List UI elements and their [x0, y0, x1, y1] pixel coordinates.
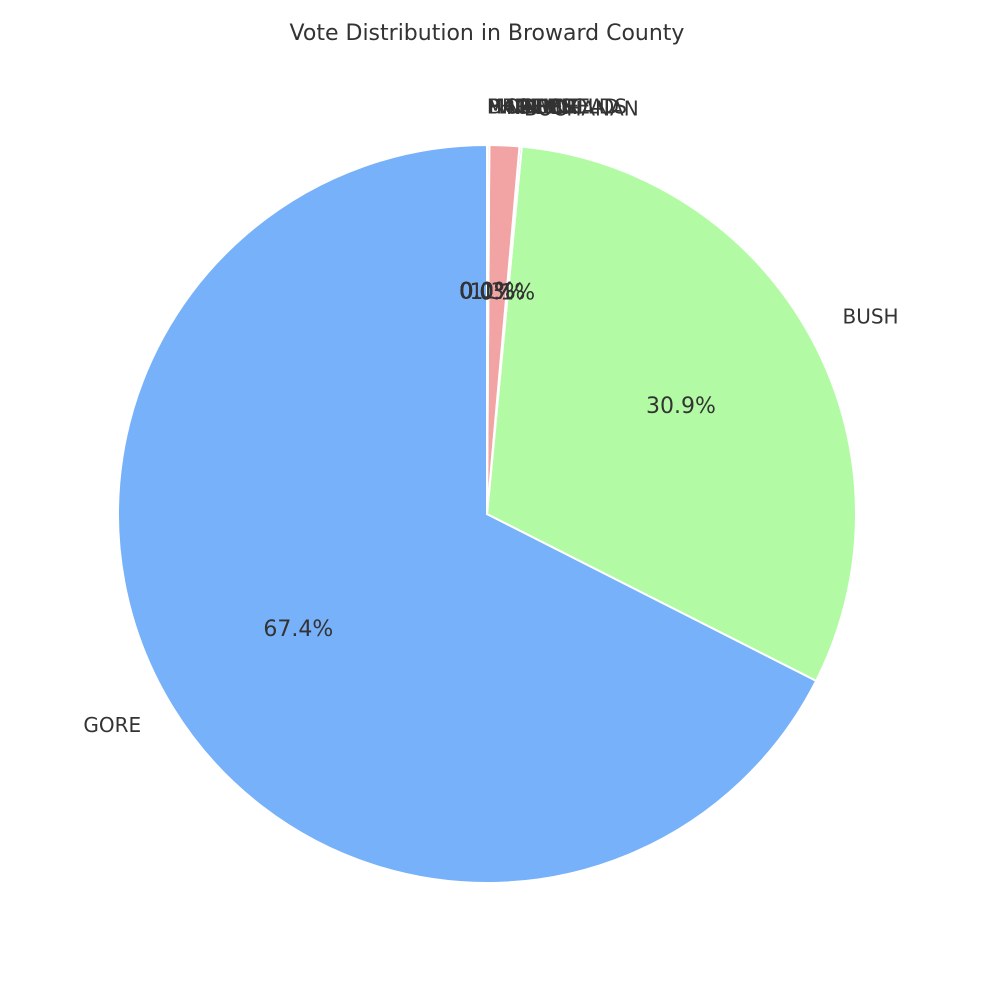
pie-slice-gore: [117, 143, 818, 884]
slice-percent-gore: 67.4%: [263, 617, 333, 642]
slice-percent-buchanan: 0.1%: [479, 281, 535, 306]
pie-slice-bush: [485, 145, 857, 683]
slice-percent-moorehead: 0.0%: [459, 280, 515, 305]
slice-percent-phillips: 0.0%: [459, 280, 515, 305]
slice-percent-browne: 0.1%: [460, 280, 516, 305]
pie-labels: GORE 67.4% BUSH 30.9% BUCHANAN 0.1% NADER 1.3% B…: [83, 95, 898, 737]
slice-label-buchanan: BUCHANAN: [524, 96, 639, 120]
slice-label-browne: BROWNE: [488, 95, 579, 119]
pie-slice-browne: [486, 143, 491, 515]
slice-label-mcreynolds: MCREYNOLDS: [487, 95, 627, 119]
slice-label-phillips: PHILLIPS: [487, 95, 573, 119]
slice-percent-nader: 1.3%: [469, 280, 525, 305]
chart-title: Vote Distribution in Broward County: [290, 21, 685, 46]
pie-slices: [117, 143, 857, 884]
slice-label-moorehead: MOOREHEAD: [487, 95, 619, 119]
slice-percent-harris: 0.0%: [459, 280, 515, 305]
slice-label-harris: HARRIS: [487, 95, 562, 119]
slice-percent-mcreynolds: 0.0%: [459, 280, 515, 305]
slice-percent-bush: 30.9%: [646, 394, 716, 419]
slice-label-hagelin: HAGELIN: [487, 95, 576, 119]
slice-percent-hagelin: 0.0%: [459, 280, 515, 305]
slice-label-gore: GORE: [83, 713, 141, 737]
slice-label-nader: NADER: [506, 95, 577, 119]
slice-label-bush: BUSH: [842, 305, 898, 329]
